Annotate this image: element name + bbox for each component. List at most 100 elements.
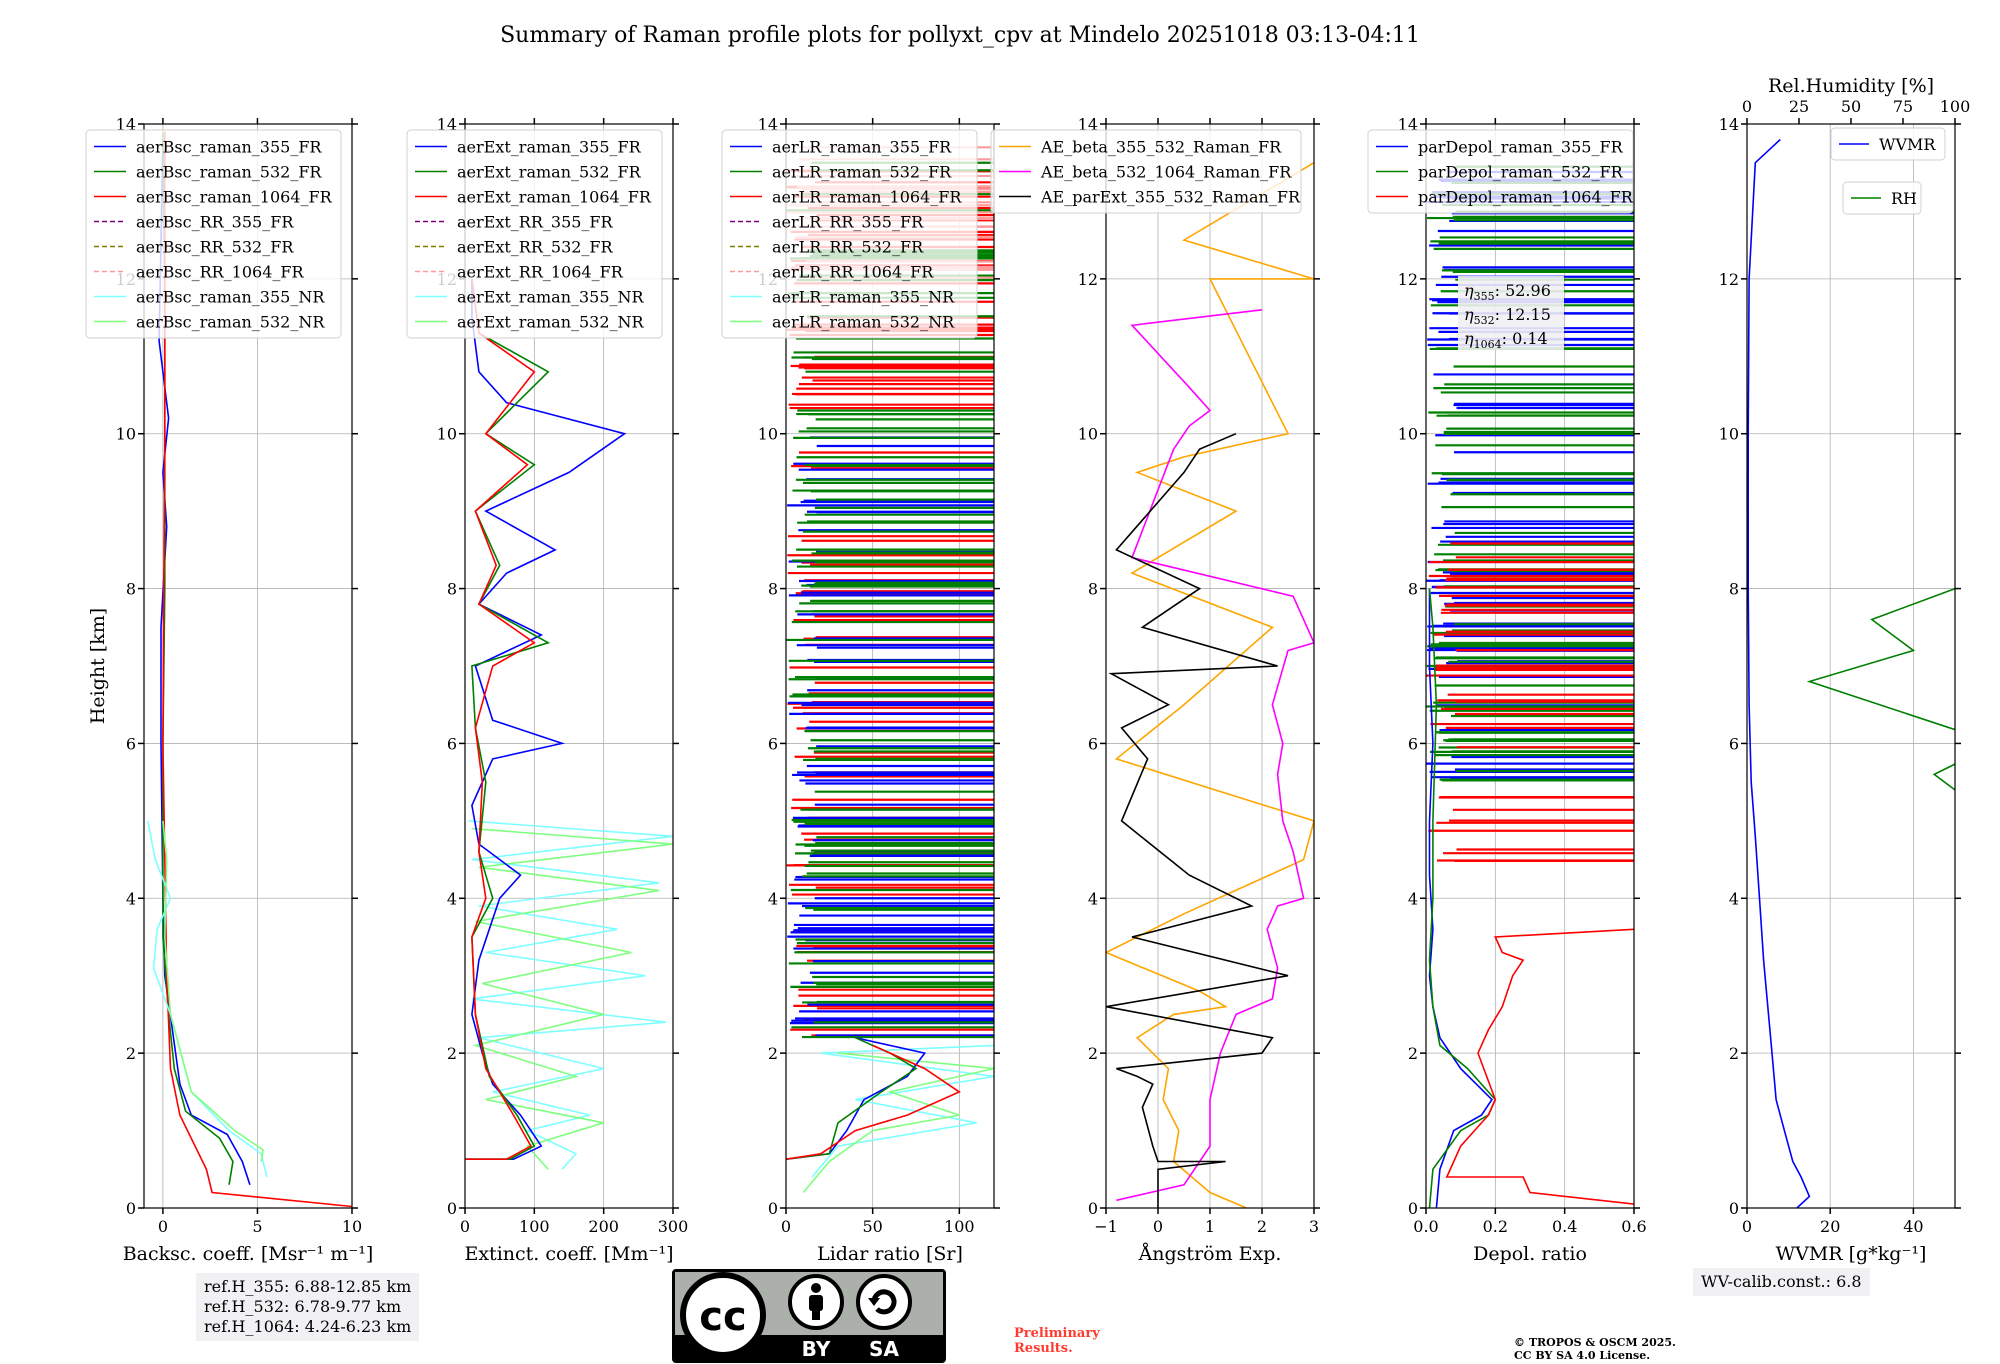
legend-label: RH [1891,189,1917,208]
series-aerLR_raman_532_NR [802,1052,994,1194]
y-tick-label: 14 [1078,115,1098,134]
series-aerBsc_raman_355_FR [158,139,251,1186]
legend-frame [1367,129,1634,214]
y-tick-label: 0 [126,1199,136,1218]
legend-depol: parDepol_raman_355_FR parDepol_raman_532_… [1367,129,1634,214]
legend-label: aerBsc_raman_532_NR [136,313,325,332]
y-tick-label: 4 [126,889,136,908]
x-tick-label: 20 [1820,1217,1840,1236]
legend-label: aerExt_RR_1064_FR [457,263,624,282]
x-tick-label: 0 [1153,1217,1163,1236]
legend-label: aerBsc_raman_355_NR [136,288,325,307]
panel-ext: 024681012140100200300Extinct. coeff. [Mm… [406,115,689,1265]
panels-container: 0 2 4 6 8 10 12 14 0 5 10 Backsc. coeff. [Msr⁻¹ m⁻¹… [85,75,1971,1265]
annotation-background [1458,276,1564,350]
top-x-tick-label: 75 [1893,97,1913,116]
series-AE_beta_355_532_Raman_FR [1106,162,1314,1208]
preliminary-line-1: Preliminary [1014,1326,1100,1341]
series-aerExt_raman_1064_FR [465,278,536,1160]
x-tick-label: 0.4 [1552,1217,1577,1236]
license-sa-label: SA [869,1337,899,1361]
copyright-line-2: CC BY SA 4.0 License. [1514,1349,1651,1362]
legend-label: aerBsc_raman_1064_FR [136,188,333,207]
axes-frame [1425,123,1635,1209]
x-tick-label: 50 [862,1217,882,1236]
legend-label: AE_beta_532_1064_Raman_FR [1040,163,1292,182]
axes-frame [143,123,353,1209]
legend-label: aerLR_RR_1064_FR [772,263,934,282]
x-tick-label: 5 [252,1217,262,1236]
y-tick-label: 8 [1729,580,1739,599]
axes-frame [464,123,674,1209]
eta-annotation-355: η355: 52.96 [1464,281,1551,303]
series-aerExt_raman_355_NR [468,820,673,1170]
legend-frame [990,129,1302,214]
legend-label: aerExt_raman_532_NR [457,313,645,332]
eta-annotation-532: η532: 12.15 [1464,305,1551,327]
series-aerBsc_raman_532_NR [162,820,264,1162]
x-axis-label: Backsc. coeff. [Msr⁻¹ m⁻¹] [123,1243,374,1265]
y-tick-label: 8 [1408,580,1418,599]
y-tick-label: 0 [1729,1199,1739,1218]
top-x-tick-label: 25 [1789,97,1809,116]
series-AE_beta_532_1064_Raman_FR [1116,309,1314,1202]
series-aerBsc_raman_1064_FR [162,131,352,1208]
series-aerLR_raman_355_NR [811,1044,994,1178]
y-tick-label: 10 [116,425,136,444]
data-layer-ae [1106,162,1314,1208]
eta-part: : 52.96 [1495,281,1551,300]
series-aerLR_raman_1064_FR [786,1044,961,1160]
y-tick-label: 2 [1729,1044,1739,1063]
y-tick-label: 4 [768,889,778,908]
legend-label: aerLR_RR_355_FR [772,213,924,232]
y-tick-label: 6 [1408,734,1418,753]
y-tick-label: 0 [1408,1199,1418,1218]
legend-label: aerLR_raman_532_NR [772,313,955,332]
cc-icon [680,1272,766,1358]
x-tick-label: 0.2 [1483,1217,1508,1236]
legend-label: parDepol_raman_532_FR [1418,163,1624,182]
y-tick-label: 14 [758,115,778,134]
y-tick-label: 6 [1729,734,1739,753]
eta-part: 1064 [1474,338,1502,351]
legend-label: aerBsc_RR_1064_FR [136,263,305,282]
y-tick-label: 14 [116,115,136,134]
legend-lr: aerLR_raman_355_FR aerLR_raman_532_FR aerL… [721,129,978,339]
legend-ext: aerExt_raman_355_FR aerExt_raman_532_FRae… [406,129,663,339]
y-tick-label: 2 [126,1044,136,1063]
x-tick-label: 0 [460,1217,470,1236]
axes-frame [785,123,995,1209]
y-tick-label: 10 [1719,425,1739,444]
attribution-icon [788,1274,844,1330]
legend-label: aerBsc_raman_532_FR [136,163,322,182]
y-tick-label: 8 [1088,580,1098,599]
x-tick-label: 2 [1257,1217,1267,1236]
legend-label: aerBsc_RR_532_FR [136,238,294,257]
legend-label: AE_parExt_355_532_Raman_FR [1040,188,1301,207]
y-tick-label: 10 [437,425,457,444]
x-tick-label: 300 [658,1217,689,1236]
x-tick-label: 10 [342,1217,362,1236]
series-aerExt_raman_532_NR [471,827,673,1170]
eta-annotation-1064: η1064: 0.14 [1464,329,1548,351]
y-tick-label: 14 [1719,115,1739,134]
series-AE_parExt_355_532_Raman_FR [1106,432,1289,1208]
y-tick-label: 12 [1719,270,1739,289]
y-axis-label: Height [km] [87,608,109,724]
y-tick-label: 0 [1088,1199,1098,1218]
axes-frame [1746,123,1956,1209]
panel-bsc: 024681012140510Backsc. coeff. [Msr⁻¹ m⁻¹… [85,115,374,1265]
series-parDepol_raman_1064_FR [1445,928,1634,1205]
cc-logo-text: cc [699,1294,746,1340]
data-layer-bsc [147,131,352,1208]
y-tick-label: 6 [768,734,778,753]
cc-by-sa-license-badge: cc BY SA [672,1269,946,1363]
panel-depol: 0 2 4 6 8 10 12 14 0.0 0.2 0.4 0.6 Depol. ratio parDe… [1367,115,1647,1265]
legend-frame [85,129,342,339]
share-alike-icon [856,1274,912,1330]
x-tick-label: 200 [588,1217,619,1236]
legend-label: parDepol_raman_355_FR [1418,138,1624,157]
